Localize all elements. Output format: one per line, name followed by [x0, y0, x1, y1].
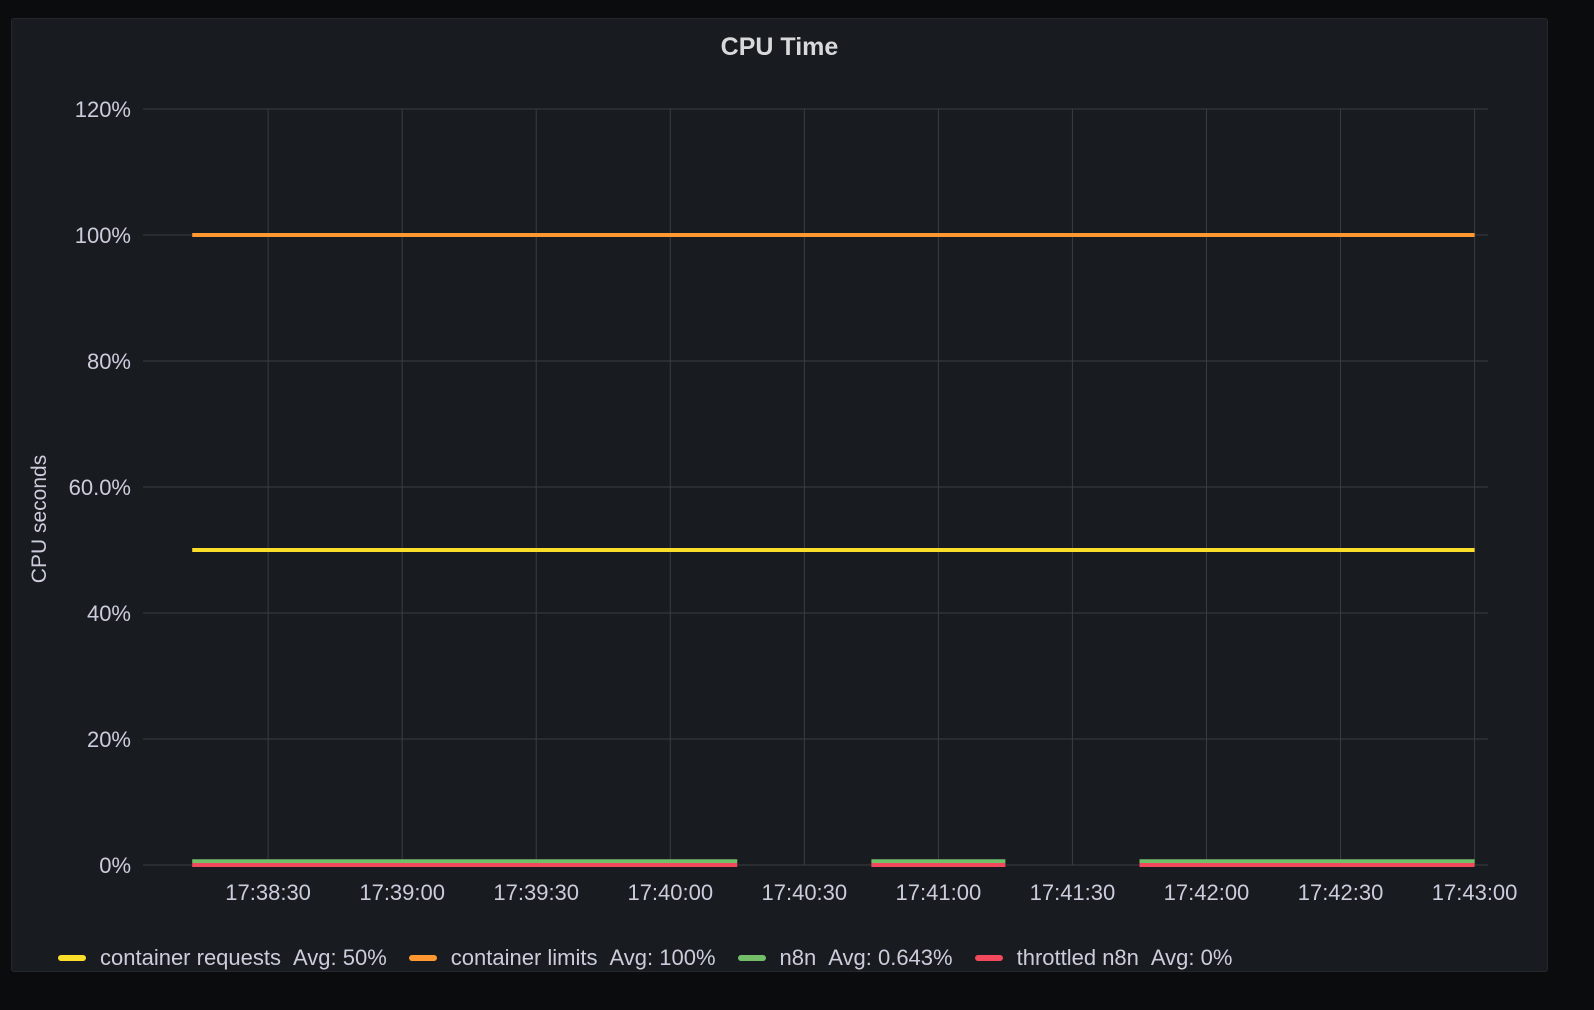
- legend-series-name: n8n: [779, 945, 817, 970]
- y-tick-label: 60.0%: [69, 475, 131, 500]
- y-tick-label: 120%: [75, 97, 131, 122]
- y-axis-ticks: 0% 20% 40% 60.0% 80% 100% 120%: [69, 97, 131, 878]
- chart-panel: CPU Time 0% 20% 40% 60.0% 80% 100% 120% 17:38:…: [11, 18, 1548, 972]
- legend-avg-stat: Avg: 50%: [293, 945, 387, 970]
- plot-area[interactable]: 0% 20% 40% 60.0% 80% 100% 120% 17:38:30 17:39:0…: [12, 19, 1549, 973]
- x-tick-label: 17:41:00: [896, 880, 982, 905]
- x-axis-ticks: 17:38:30 17:39:00 17:39:30 17:40:00 17:40:30…: [225, 880, 1517, 905]
- panel-title[interactable]: CPU Time: [720, 33, 839, 61]
- legend-avg-stat: Avg: 0%: [1150, 945, 1233, 970]
- x-tick-label: 17:39:30: [493, 880, 579, 905]
- x-tick-label: 17:43:00: [1432, 880, 1518, 905]
- x-tick-label: 17:41:30: [1030, 880, 1116, 905]
- legend-series-name: container requests: [100, 945, 281, 970]
- legend-swatch: [737, 955, 766, 961]
- legend: container requests Avg: 50% container limi…: [58, 941, 1254, 975]
- y-tick-label: 100%: [75, 223, 131, 248]
- legend-avg-stat: Avg: 100%: [609, 945, 716, 970]
- x-tick-label: 17:39:00: [359, 880, 445, 905]
- y-tick-label: 0%: [99, 853, 131, 878]
- grid: [143, 108, 1488, 866]
- x-tick-label: 17:42:30: [1298, 880, 1384, 905]
- x-tick-label: 17:40:30: [762, 880, 848, 905]
- x-tick-label: 17:40:00: [627, 880, 713, 905]
- legend-item-container-limits[interactable]: container limits Avg: 100%: [408, 945, 716, 971]
- legend-series-name: container limits: [450, 945, 598, 970]
- y-tick-label: 40%: [87, 601, 131, 626]
- y-tick-label: 20%: [87, 727, 131, 752]
- series-lines: [192, 233, 1475, 867]
- y-tick-label: 80%: [87, 349, 131, 374]
- legend-avg-stat: Avg: 0.643%: [828, 945, 953, 970]
- x-tick-label: 17:42:00: [1164, 880, 1250, 905]
- legend-swatch: [974, 955, 1003, 961]
- y-axis-label: CPU seconds: [28, 454, 51, 584]
- legend-swatch: [58, 955, 86, 961]
- legend-swatch: [408, 955, 437, 961]
- x-tick-label: 17:38:30: [225, 880, 311, 905]
- legend-item-n8n[interactable]: n8n Avg: 0.643%: [737, 945, 953, 971]
- legend-item-container-requests[interactable]: container requests Avg: 50%: [58, 945, 387, 971]
- legend-series-name: throttled n8n: [1016, 945, 1139, 970]
- legend-item-throttled-n8n[interactable]: throttled n8n Avg: 0%: [974, 945, 1233, 971]
